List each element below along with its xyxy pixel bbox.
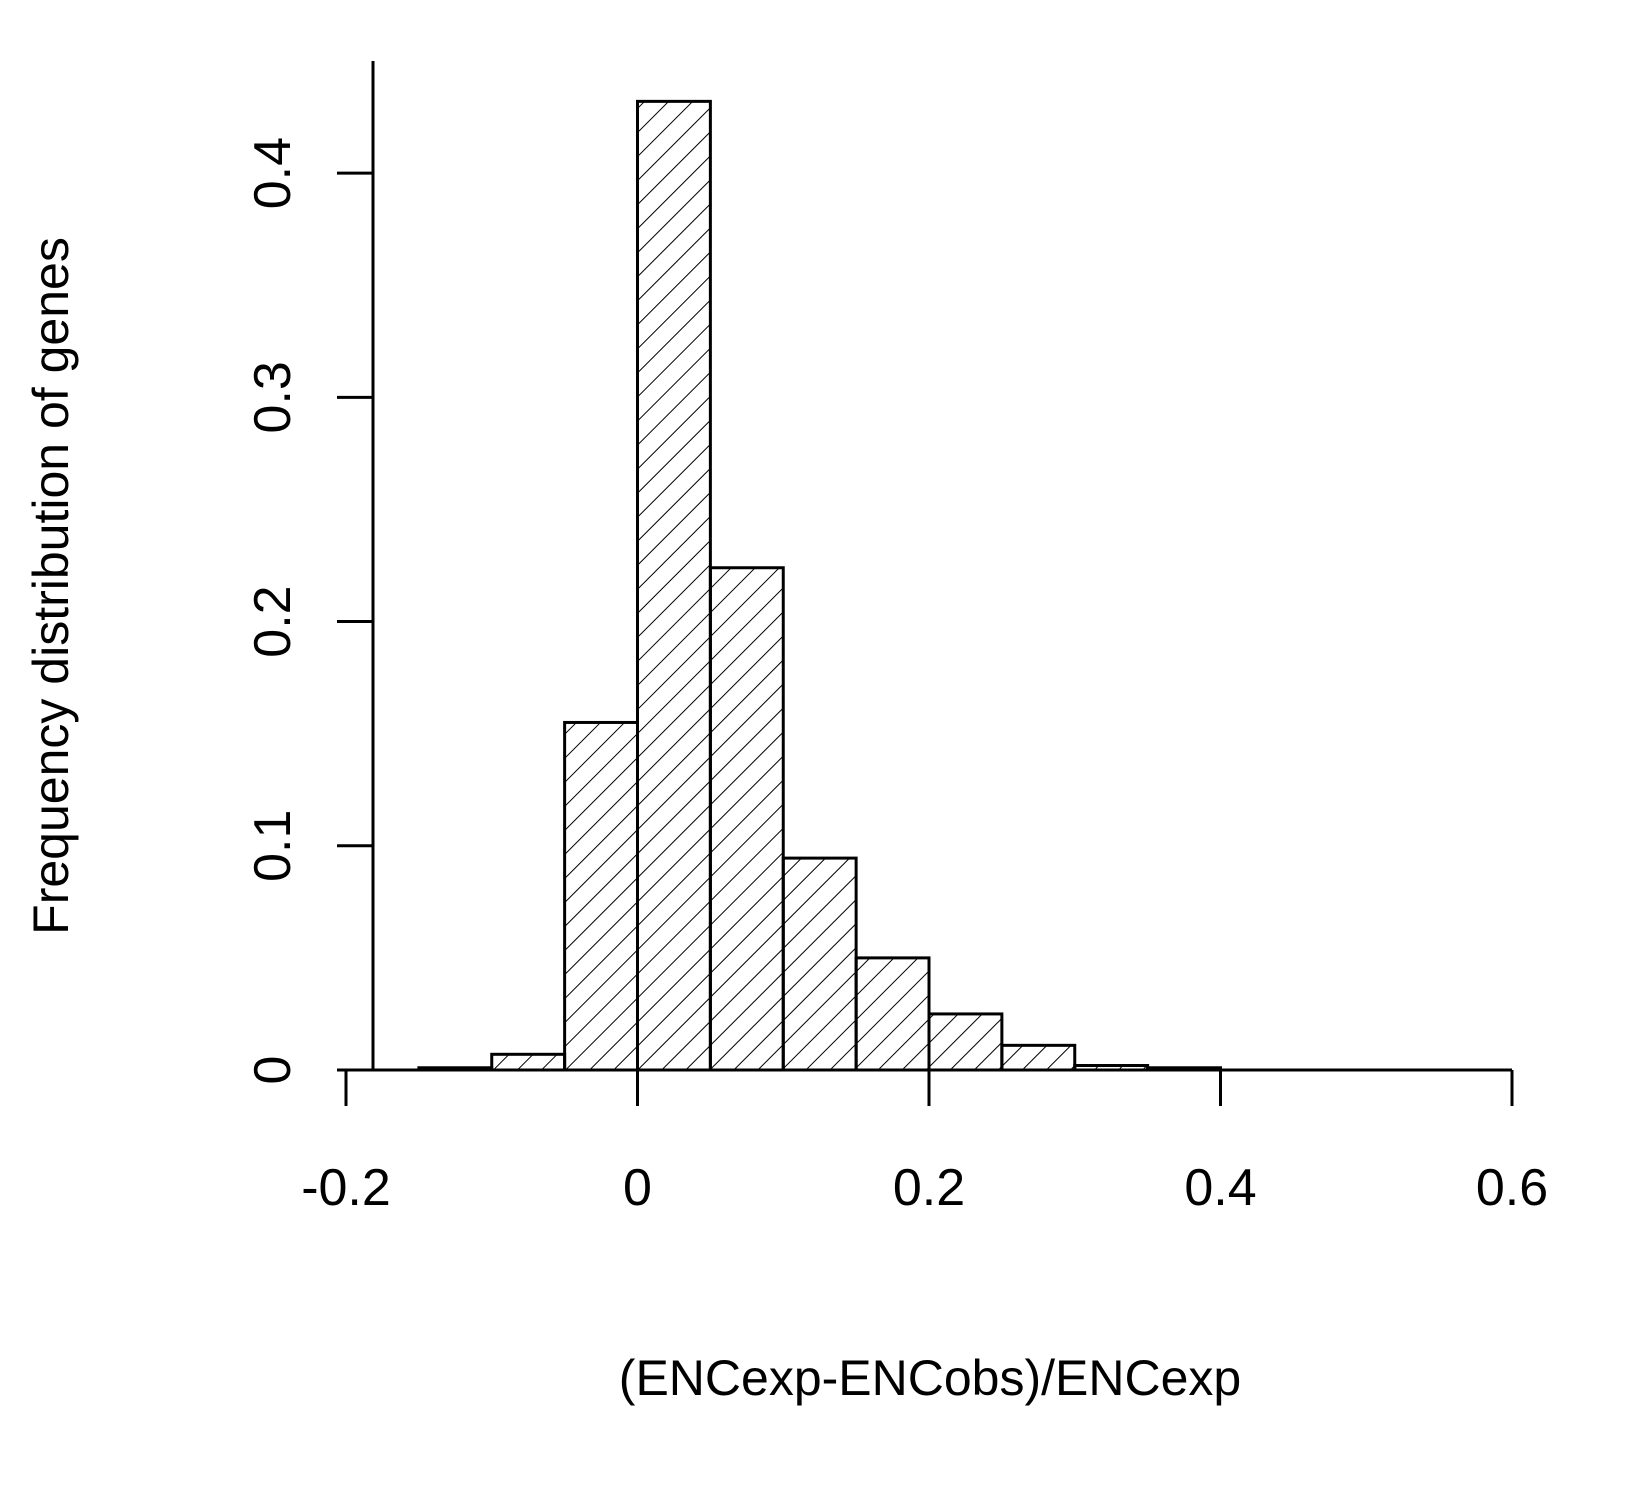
bar [636,99,712,1072]
y-tick-label: 0.3 [244,361,302,433]
x-tick-label: 0.4 [1184,1159,1256,1217]
bar [417,1066,494,1072]
bar [490,1052,567,1072]
y-tick-label: 0 [244,1056,302,1085]
bar [1000,1043,1077,1072]
bar [1146,1066,1222,1072]
x-tick-label: 0.6 [1476,1159,1548,1217]
bar [854,956,931,1072]
y-tick-label: 0.2 [244,585,302,657]
x-axis-title: (ENCexp-ENCobs)/ENCexp [619,1350,1241,1406]
x-tick-label: -0.2 [301,1159,391,1217]
y-axis-title: Frequency distribution of genes [23,237,79,935]
x-tick-label: 0.2 [893,1159,965,1217]
bar [708,566,785,1072]
y-tick-label: 0.4 [244,137,302,209]
bar [1073,1064,1150,1072]
bar [563,720,639,1072]
x-tick-label: 0 [623,1159,652,1217]
y-tick-label: 0.1 [244,810,302,882]
bar [927,1012,1004,1072]
bar [781,856,858,1072]
